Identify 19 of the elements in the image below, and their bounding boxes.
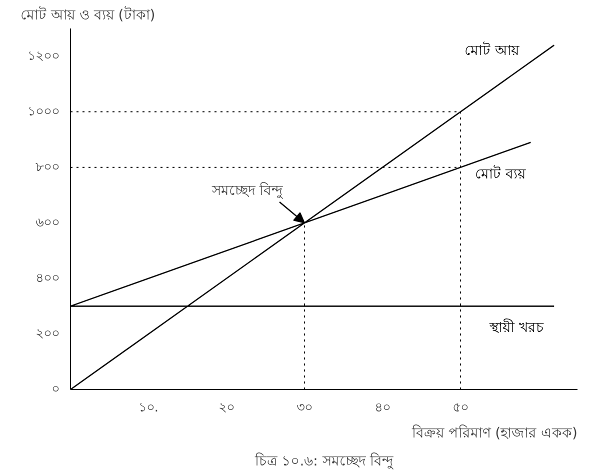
series-label: মোট আয় bbox=[464, 42, 520, 60]
x-tick-label: ৫০ bbox=[452, 400, 468, 416]
series-label: স্থায়ী খরচ bbox=[488, 319, 544, 336]
y-tick-label: ১০০০ bbox=[28, 104, 60, 120]
y-axis-title: মোট আয় ও ব্যয় (টাকা) bbox=[20, 6, 156, 24]
y-tick-label: ৬০০ bbox=[36, 215, 60, 230]
x-axis-title: বিক্রয় পরিমাণ (হাজার একক) bbox=[411, 424, 578, 442]
y-tick-label: ১২০০ bbox=[28, 48, 60, 64]
y-tick-label: ২০০ bbox=[36, 326, 60, 342]
series-label: মোট ব্যয় bbox=[475, 165, 527, 182]
y-tick-label: ৮০০ bbox=[36, 160, 60, 175]
x-tick-label: ৪০ bbox=[374, 400, 390, 416]
x-tick-label: ৩০ bbox=[296, 400, 312, 416]
x-tick-label: ২০ bbox=[218, 400, 234, 416]
annotation: সমচ্ছেদ বিন্দু bbox=[211, 182, 284, 199]
x-tick-label: ১০. bbox=[138, 400, 159, 416]
y-tick-label: ৪০০ bbox=[36, 270, 60, 286]
y-tick-label: ০ bbox=[52, 382, 60, 397]
text: চিত্র ১০.৬: সমচ্ছেদ বিন্দু bbox=[254, 452, 394, 470]
